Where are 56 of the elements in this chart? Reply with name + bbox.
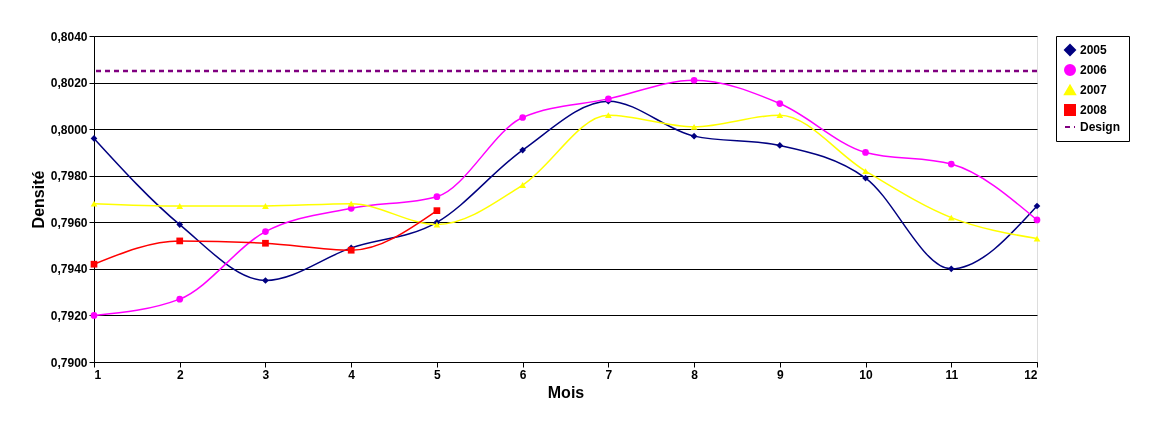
x-tick-label: 6 <box>519 367 527 382</box>
y-tick-label: 0,7960 <box>50 215 88 230</box>
point <box>862 168 869 174</box>
point <box>519 182 526 188</box>
legend-label: 2006 <box>1080 63 1108 77</box>
point <box>176 203 184 209</box>
legend-label: 2008 <box>1080 103 1108 117</box>
point <box>862 149 869 156</box>
x-tick-label: 10 <box>859 367 874 382</box>
point <box>1033 216 1041 224</box>
point <box>776 100 784 107</box>
legend-label: 2005 <box>1080 43 1108 57</box>
point <box>947 214 955 221</box>
point <box>176 295 184 303</box>
point <box>690 132 698 140</box>
x-tick-label: 11 <box>945 367 959 382</box>
y-tick-label: 0,7980 <box>50 169 88 184</box>
y-tick-label: 0,7900 <box>50 355 88 370</box>
point <box>262 203 269 209</box>
x-tick-label: 8 <box>691 367 699 382</box>
point <box>1033 202 1041 210</box>
point <box>262 228 269 235</box>
point <box>262 239 269 247</box>
x-tick-label: 1 <box>94 367 102 382</box>
point <box>347 200 355 207</box>
y-tick-label: 0,7940 <box>50 262 88 277</box>
point <box>262 277 269 284</box>
point <box>176 237 184 245</box>
point <box>433 193 441 201</box>
point <box>176 221 184 228</box>
point <box>776 142 784 149</box>
x-tick-label: 9 <box>776 367 784 382</box>
point <box>690 123 698 130</box>
x-tick-label: 5 <box>434 367 442 382</box>
point <box>947 265 955 273</box>
y-tick-label: 0,8040 <box>50 29 88 44</box>
point <box>690 76 698 84</box>
x-axis-title: Mois <box>547 383 585 401</box>
x-tick-label: 7 <box>605 367 613 382</box>
x-tick-label: 12 <box>1024 367 1038 382</box>
y-tick-label: 0,7920 <box>50 308 88 323</box>
point <box>519 146 526 154</box>
point <box>947 160 955 168</box>
point <box>90 200 98 207</box>
point <box>519 114 526 121</box>
legend-label: 2007 <box>1080 83 1108 97</box>
point <box>776 112 784 119</box>
point <box>433 207 441 214</box>
y-axis-title: Densité <box>29 170 47 229</box>
legend-label: Design <box>1080 120 1121 134</box>
point <box>605 112 612 119</box>
y-tick-label: 0,8020 <box>50 76 88 91</box>
y-tick-label: 0,8000 <box>50 122 88 137</box>
x-tick-label: 3 <box>262 367 270 382</box>
x-tick-label: 4 <box>348 367 356 382</box>
x-tick-label: 2 <box>176 367 184 382</box>
